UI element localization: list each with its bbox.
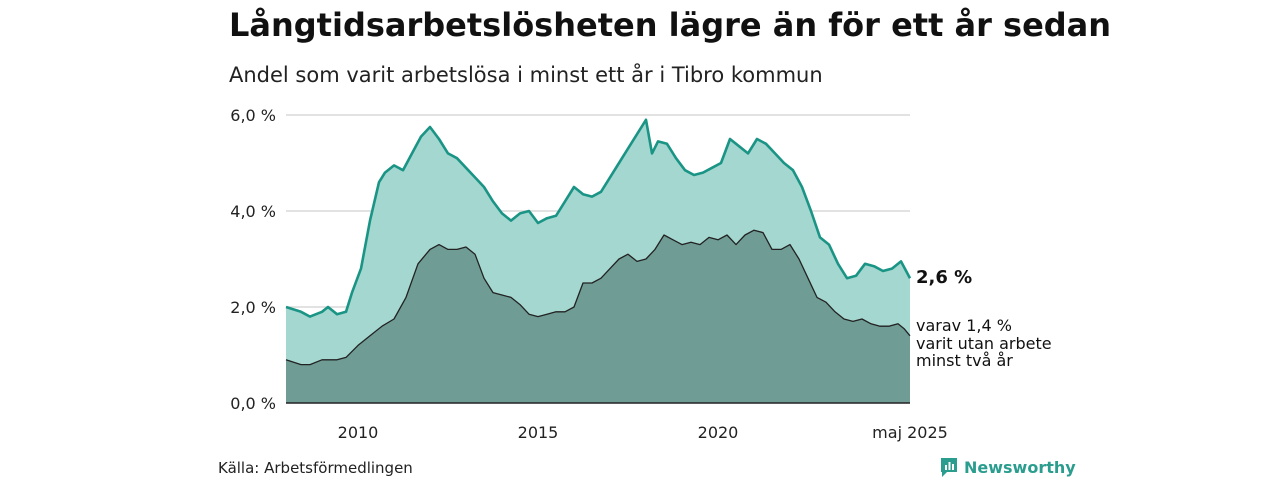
chart-subtitle: Andel som varit arbetslösa i minst ett å… (229, 63, 823, 87)
newsworthy-icon (941, 458, 957, 477)
area-layer (285, 118, 912, 404)
x-tick-label: 2020 (698, 423, 739, 442)
sub-end-label-line2: varit utan arbete (916, 334, 1052, 353)
sub-end-label-line3: minst två år (916, 351, 1013, 370)
y-tick-label: 2,0 % (230, 298, 276, 317)
total-end-label: 2,6 % (916, 267, 972, 288)
series-2-area (286, 230, 910, 403)
x-tick-label: 2015 (518, 423, 559, 442)
y-tick-label: 0,0 % (230, 394, 276, 413)
axis-layer: 0,0 % 2,0 % 4,0 % 6,0 % 2010 2015 2020 maj 2025 (230, 106, 948, 442)
brand-name: Newsworthy (964, 457, 1076, 477)
sub-end-label-line1: varav 1,4 % (916, 316, 1012, 335)
chart-title: Långtidsarbetslösheten lägre än för ett … (229, 6, 1112, 44)
brand-logo[interactable]: Newsworthy (939, 456, 1076, 478)
series-2-line (285, 229, 911, 366)
y-tick-label: 4,0 % (230, 202, 276, 221)
x-tick-label: maj 2025 (872, 423, 948, 442)
series-1-line (285, 118, 912, 318)
y-tick-label: 6,0 % (230, 106, 276, 125)
x-tick-label: 2010 (338, 423, 379, 442)
source-note: Källa: Arbetsförmedlingen (218, 459, 413, 477)
